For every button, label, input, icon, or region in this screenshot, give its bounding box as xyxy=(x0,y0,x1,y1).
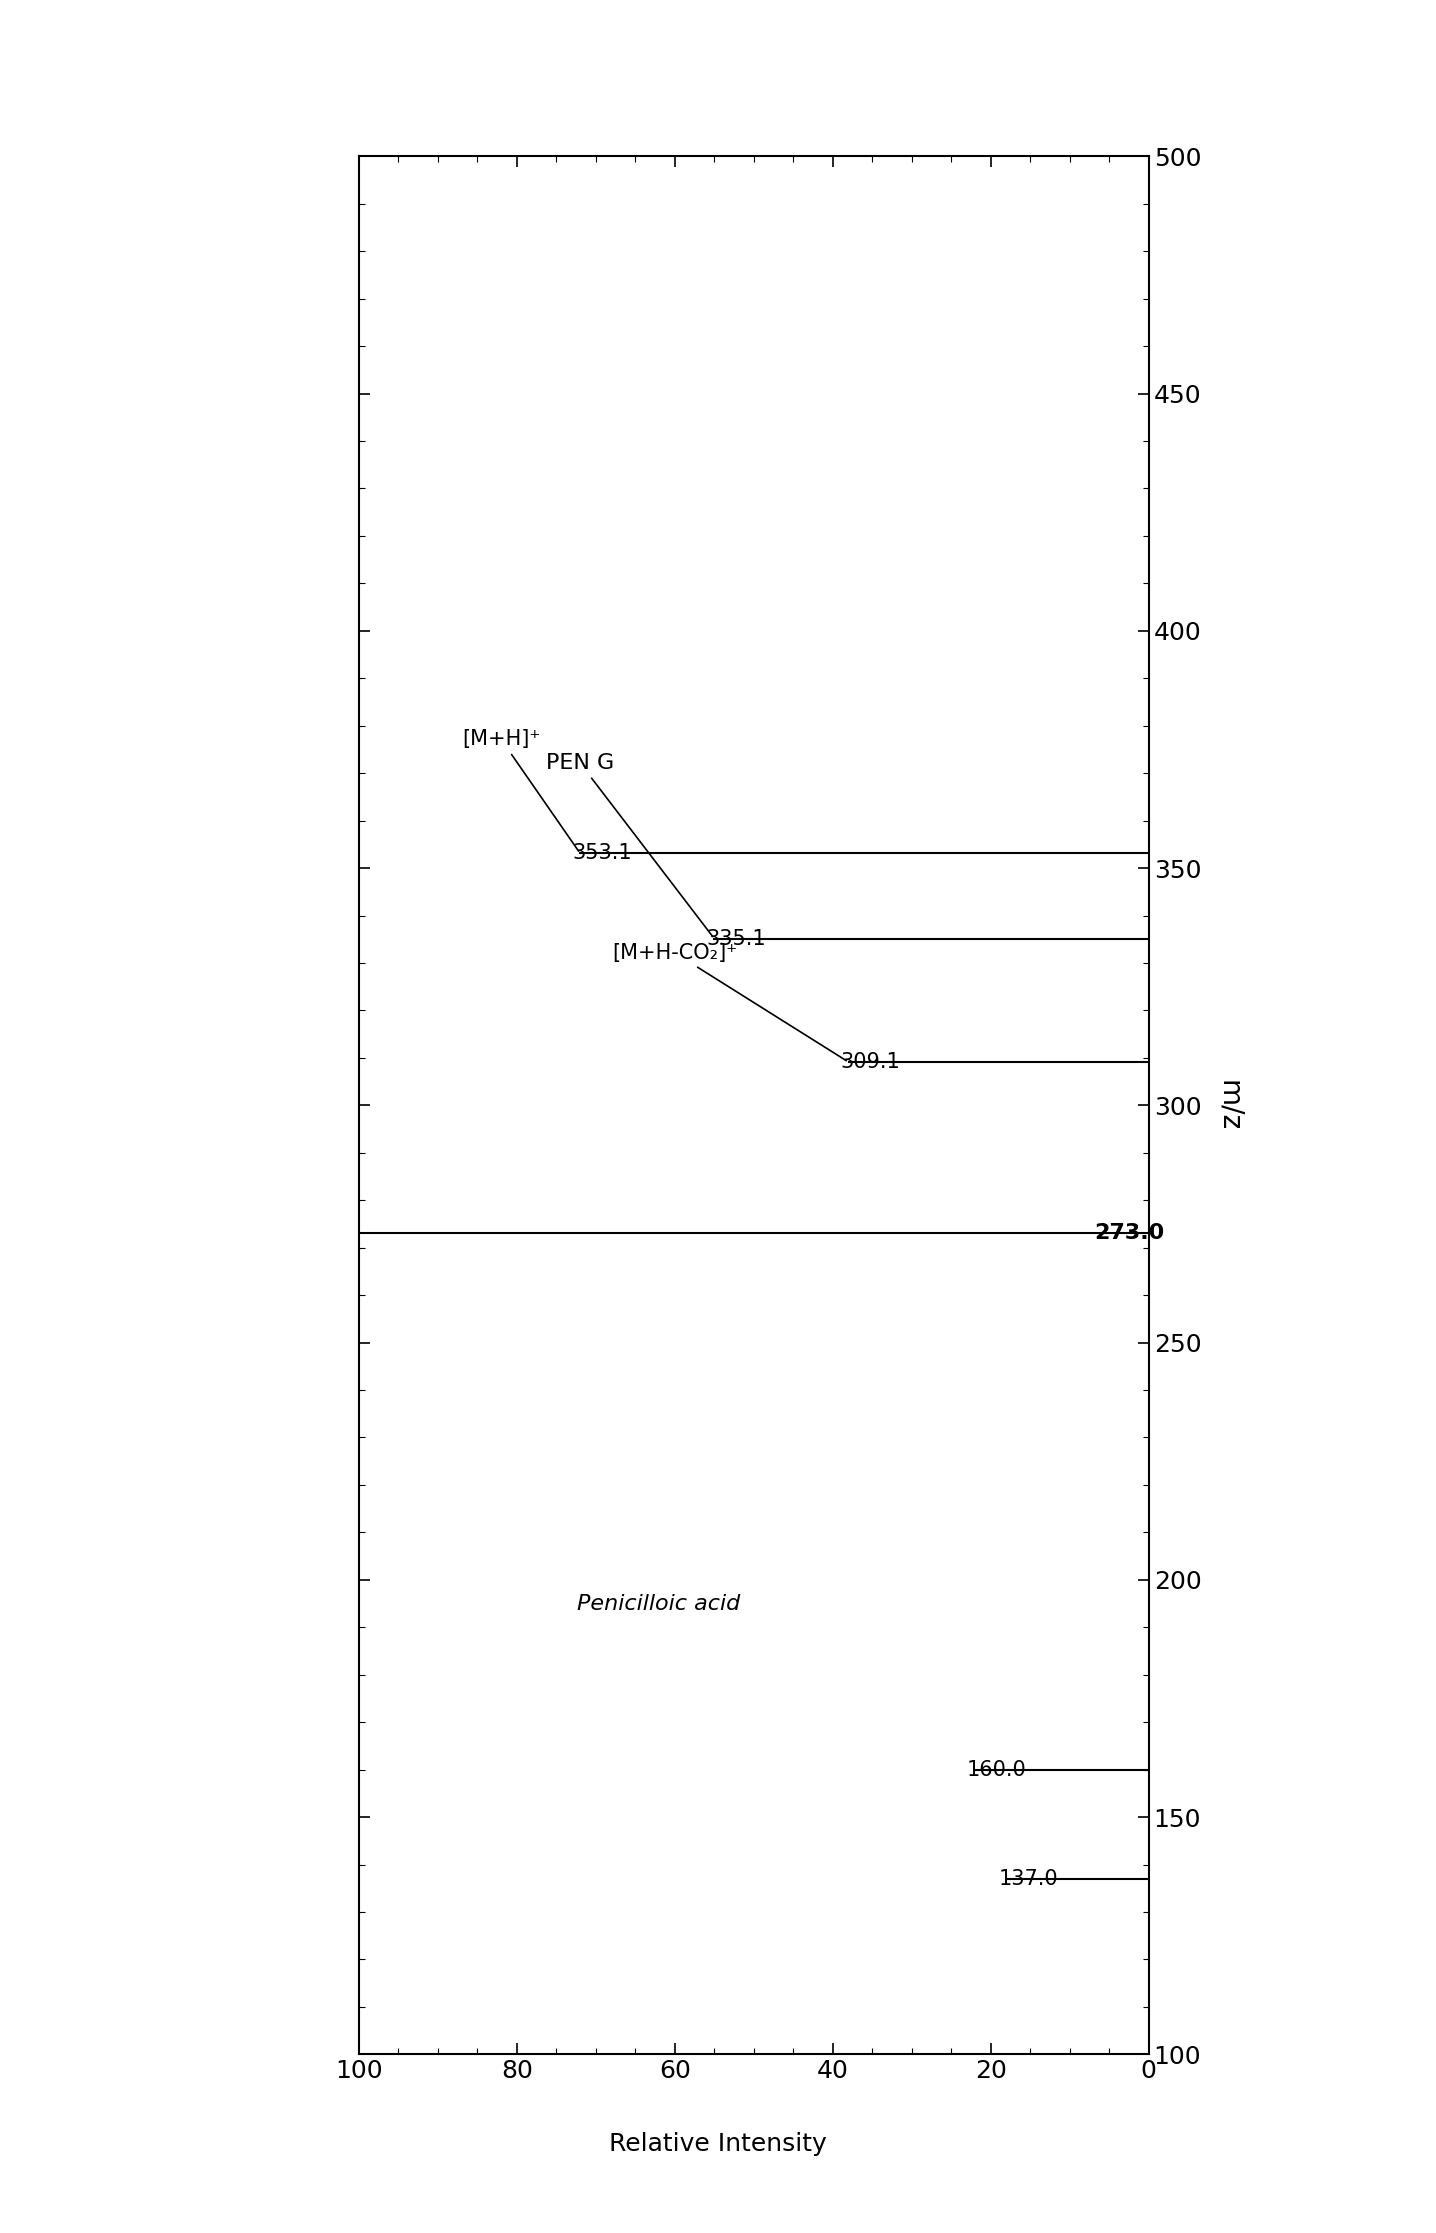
Text: 353.1: 353.1 xyxy=(572,844,632,864)
Text: 160.0: 160.0 xyxy=(968,1760,1027,1780)
Text: 335.1: 335.1 xyxy=(707,929,767,949)
Text: 309.1: 309.1 xyxy=(841,1052,900,1072)
Text: [M+H-CO₂]⁺: [M+H-CO₂]⁺ xyxy=(612,942,846,1061)
Text: 137.0: 137.0 xyxy=(999,1869,1058,1889)
Y-axis label: m/z: m/z xyxy=(1215,1081,1244,1130)
Text: 273.0: 273.0 xyxy=(1094,1224,1165,1244)
Text: Penicilloic acid: Penicilloic acid xyxy=(577,1594,741,1614)
Text: PEN G: PEN G xyxy=(546,753,712,936)
Text: [M+H]⁺: [M+H]⁺ xyxy=(462,730,579,851)
Text: Relative Intensity: Relative Intensity xyxy=(609,2133,827,2155)
